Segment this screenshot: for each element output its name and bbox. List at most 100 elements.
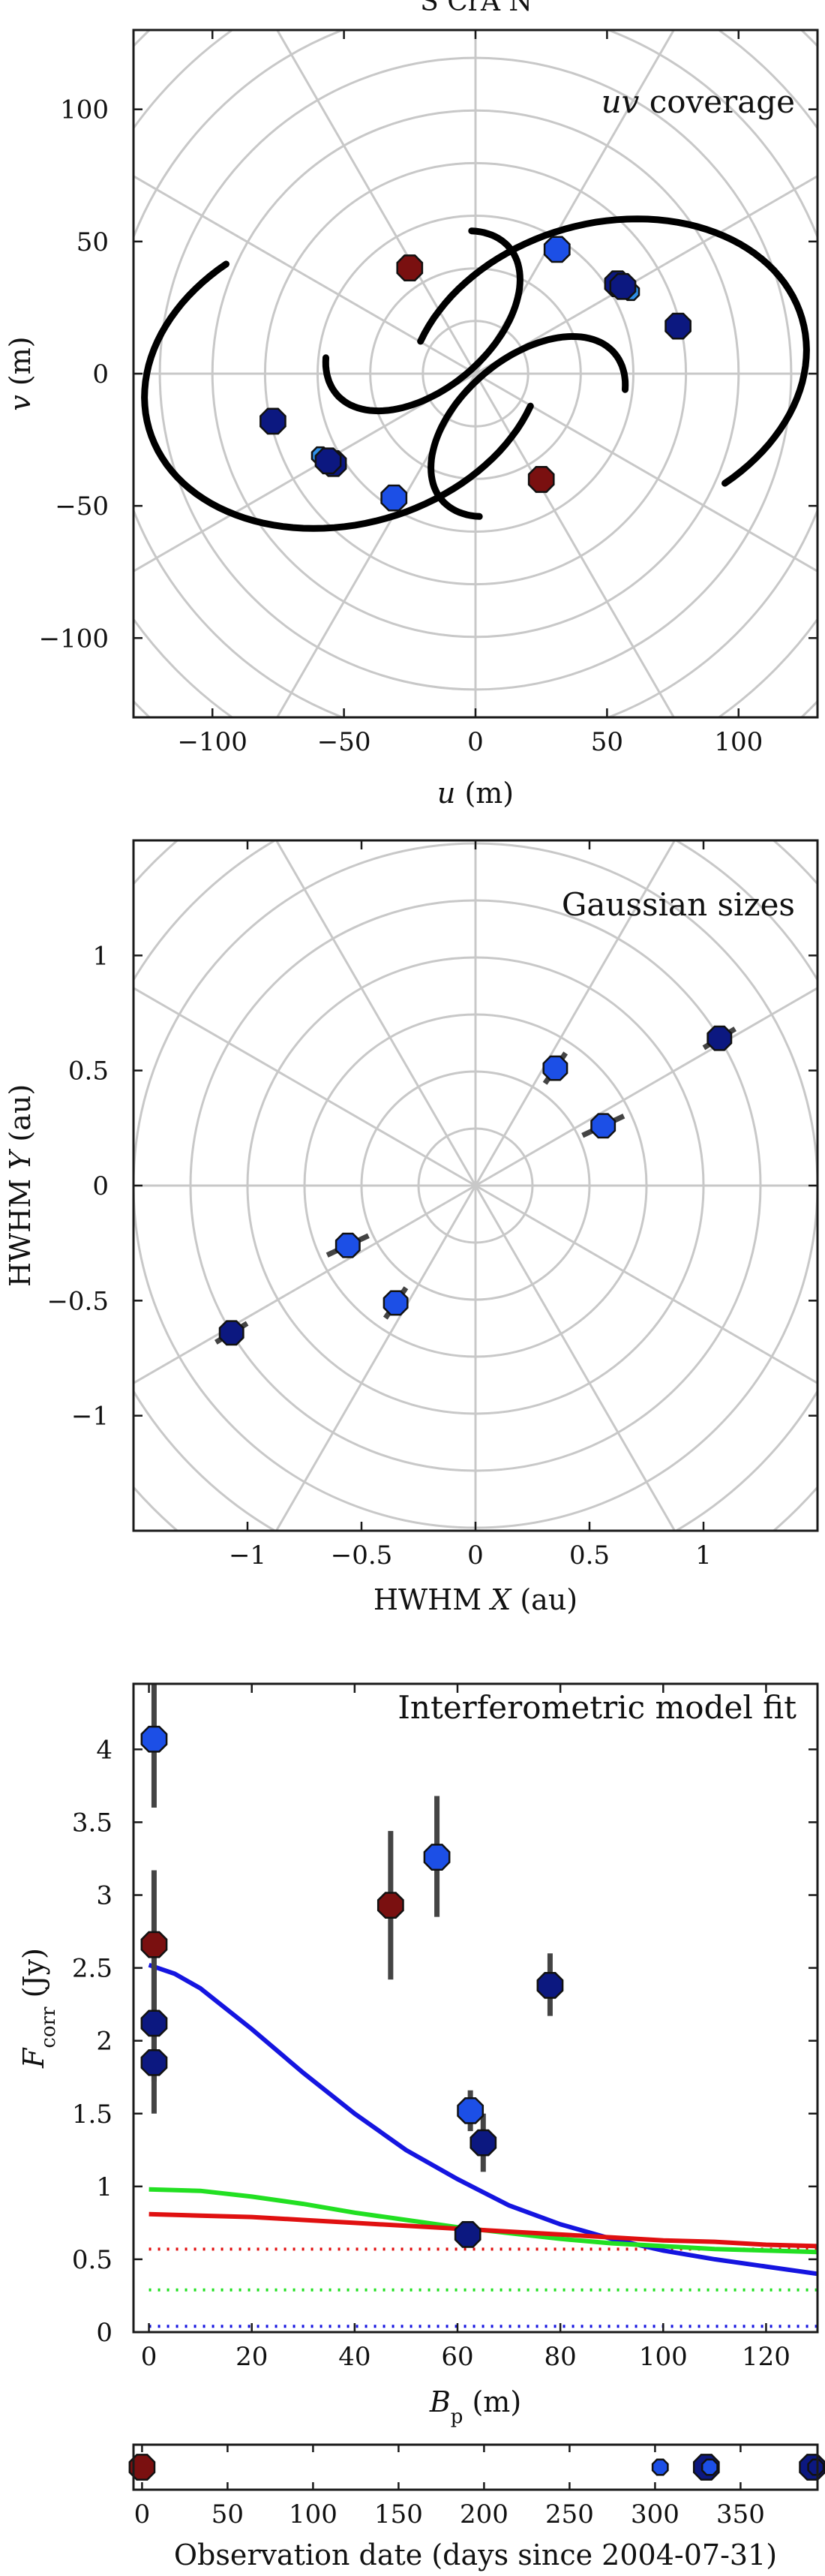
size-point xyxy=(334,1232,361,1258)
x-tick-label: 0 xyxy=(141,2342,158,2372)
size-point xyxy=(590,1113,616,1139)
date-points xyxy=(128,2454,825,2481)
x-tick-label: −1 xyxy=(229,1540,266,1571)
uv-tracks xyxy=(141,215,810,532)
grid-ring xyxy=(0,0,825,900)
dates-x-axis-label: Observation date (days since 2004-07-31) xyxy=(174,2538,777,2571)
y-tick-label: 1 xyxy=(96,2172,112,2202)
x-tick-label: 60 xyxy=(441,2342,473,2372)
sizes-y-axis-label: HWHM Y (au) xyxy=(4,1084,37,1287)
date-tick-label: 100 xyxy=(289,2499,338,2529)
date-tick-label: 250 xyxy=(545,2499,594,2529)
grid-spoke xyxy=(134,1184,476,1385)
grid-spoke xyxy=(475,1184,818,1385)
model-fit-panel: 0 20 40 60 80 100 120 0 0.5 1 1.5 2 2.5 3 3.5 4 Interfe… xyxy=(17,1682,819,2428)
y-tick-label: −50 xyxy=(55,491,109,522)
uv-point xyxy=(527,466,555,493)
dates-plot-frame xyxy=(132,2443,819,2491)
y-tick-label: 2.5 xyxy=(72,1954,112,1984)
x-tick-label: 100 xyxy=(714,727,763,757)
y-tick-label: 1 xyxy=(92,941,109,971)
fit-point xyxy=(470,2129,497,2157)
observation-dates-panel: 0 50 100 150 200 250 300 350 Observation date (… xyxy=(128,2443,825,2571)
uv-point xyxy=(314,447,342,475)
uv-points xyxy=(260,236,692,512)
grid-ring xyxy=(0,0,825,1163)
uv-point xyxy=(396,254,424,281)
y-tick-label: 0.5 xyxy=(68,1057,109,1087)
fit-point xyxy=(140,1725,168,1753)
grid-spoke xyxy=(274,840,477,1186)
fit-y-axis-label: Fcorr (Jy) xyxy=(17,1948,60,2069)
grid-ring xyxy=(0,0,825,1321)
fit-point xyxy=(376,1892,404,1919)
date-tick-label: 150 xyxy=(374,2499,423,2529)
grid-spoke xyxy=(134,174,476,375)
fit-x-axis-label: Bp (m) xyxy=(429,2385,521,2428)
y-tick-label: 50 xyxy=(76,227,109,257)
y-tick-label: 3.5 xyxy=(72,1808,112,1838)
grid-ring xyxy=(0,0,825,1216)
y-tick-label: 0 xyxy=(96,2318,112,2348)
x-tick-label: 0 xyxy=(467,727,484,757)
fit-point xyxy=(457,2097,484,2124)
uv-track xyxy=(322,227,524,415)
grid-spoke xyxy=(134,372,476,573)
fit-point xyxy=(140,2048,168,2076)
page-title: S CrA N xyxy=(420,0,532,17)
y-tick-label: −100 xyxy=(39,624,109,654)
y-tick-label: 100 xyxy=(60,95,109,125)
grid-spoke xyxy=(475,372,818,573)
fit-annotation: Interferometric model fit xyxy=(398,1689,796,1726)
grid-spoke xyxy=(474,373,676,717)
x-tick-label: −0.5 xyxy=(331,1540,393,1571)
y-tick-label: 1.5 xyxy=(72,2100,112,2130)
x-tick-label: 1 xyxy=(695,1540,712,1571)
x-tick-label: 80 xyxy=(544,2342,577,2372)
fit-point xyxy=(423,1844,451,1871)
uv-point xyxy=(260,407,286,435)
grid-spoke xyxy=(475,174,818,375)
grid-ring xyxy=(0,0,825,953)
grid-spoke xyxy=(474,30,676,374)
grid-spoke xyxy=(274,1185,477,1531)
uv-point xyxy=(664,312,692,340)
uv-annotation: uv coverage xyxy=(602,83,795,120)
x-tick-label: 100 xyxy=(639,2342,688,2372)
grid-spoke xyxy=(275,30,477,374)
dates-ticks: 0 50 100 150 200 250 300 350 xyxy=(134,2445,765,2529)
x-tick-label: 40 xyxy=(338,2342,370,2372)
y-tick-label: 0 xyxy=(92,359,109,389)
y-tick-label: 3 xyxy=(96,1881,112,1911)
grid-ring xyxy=(134,30,818,717)
uv-track xyxy=(141,260,534,532)
date-point xyxy=(651,2458,669,2476)
uv-point xyxy=(609,272,637,300)
grid-ring xyxy=(0,0,825,1111)
x-tick-label: 20 xyxy=(236,2342,268,2372)
fit-point xyxy=(536,1972,564,1999)
x-tick-label: −100 xyxy=(178,727,248,757)
uv-x-axis-label: u (m) xyxy=(437,777,514,810)
uv-polar-grid xyxy=(0,0,825,1321)
uv-coverage-panel: −100 −50 0 50 100 −100 −50 0 50 100 uv coverage u… xyxy=(0,0,825,1321)
grid-spoke xyxy=(474,840,676,1186)
date-point xyxy=(128,2454,156,2481)
grid-spoke xyxy=(474,1185,676,1531)
y-tick-label: 4 xyxy=(96,1735,112,1765)
size-point xyxy=(382,1290,409,1316)
y-tick-label: −1 xyxy=(71,1402,109,1432)
x-tick-label: 0 xyxy=(467,1540,484,1571)
y-tick-label: 2 xyxy=(96,2027,112,2057)
sizes-x-axis-label: HWHM X (au) xyxy=(374,1583,578,1616)
y-tick-label: 0 xyxy=(92,1171,109,1201)
y-tick-label: 0.5 xyxy=(72,2245,112,2275)
date-tick-label: 0 xyxy=(134,2499,151,2529)
uv-ticks: −100 −50 0 50 100 −100 −50 0 50 100 xyxy=(39,30,818,757)
model-curve xyxy=(148,2211,818,2249)
x-tick-label: −50 xyxy=(317,727,371,757)
fit-plot-frame xyxy=(132,1682,819,2334)
gaussian-sizes-panel: −1 −0.5 0 0.5 1 −1 −0.5 0 0.5 1 Gaussian sizes HW… xyxy=(4,839,819,1616)
date-tick-label: 350 xyxy=(716,2499,765,2529)
